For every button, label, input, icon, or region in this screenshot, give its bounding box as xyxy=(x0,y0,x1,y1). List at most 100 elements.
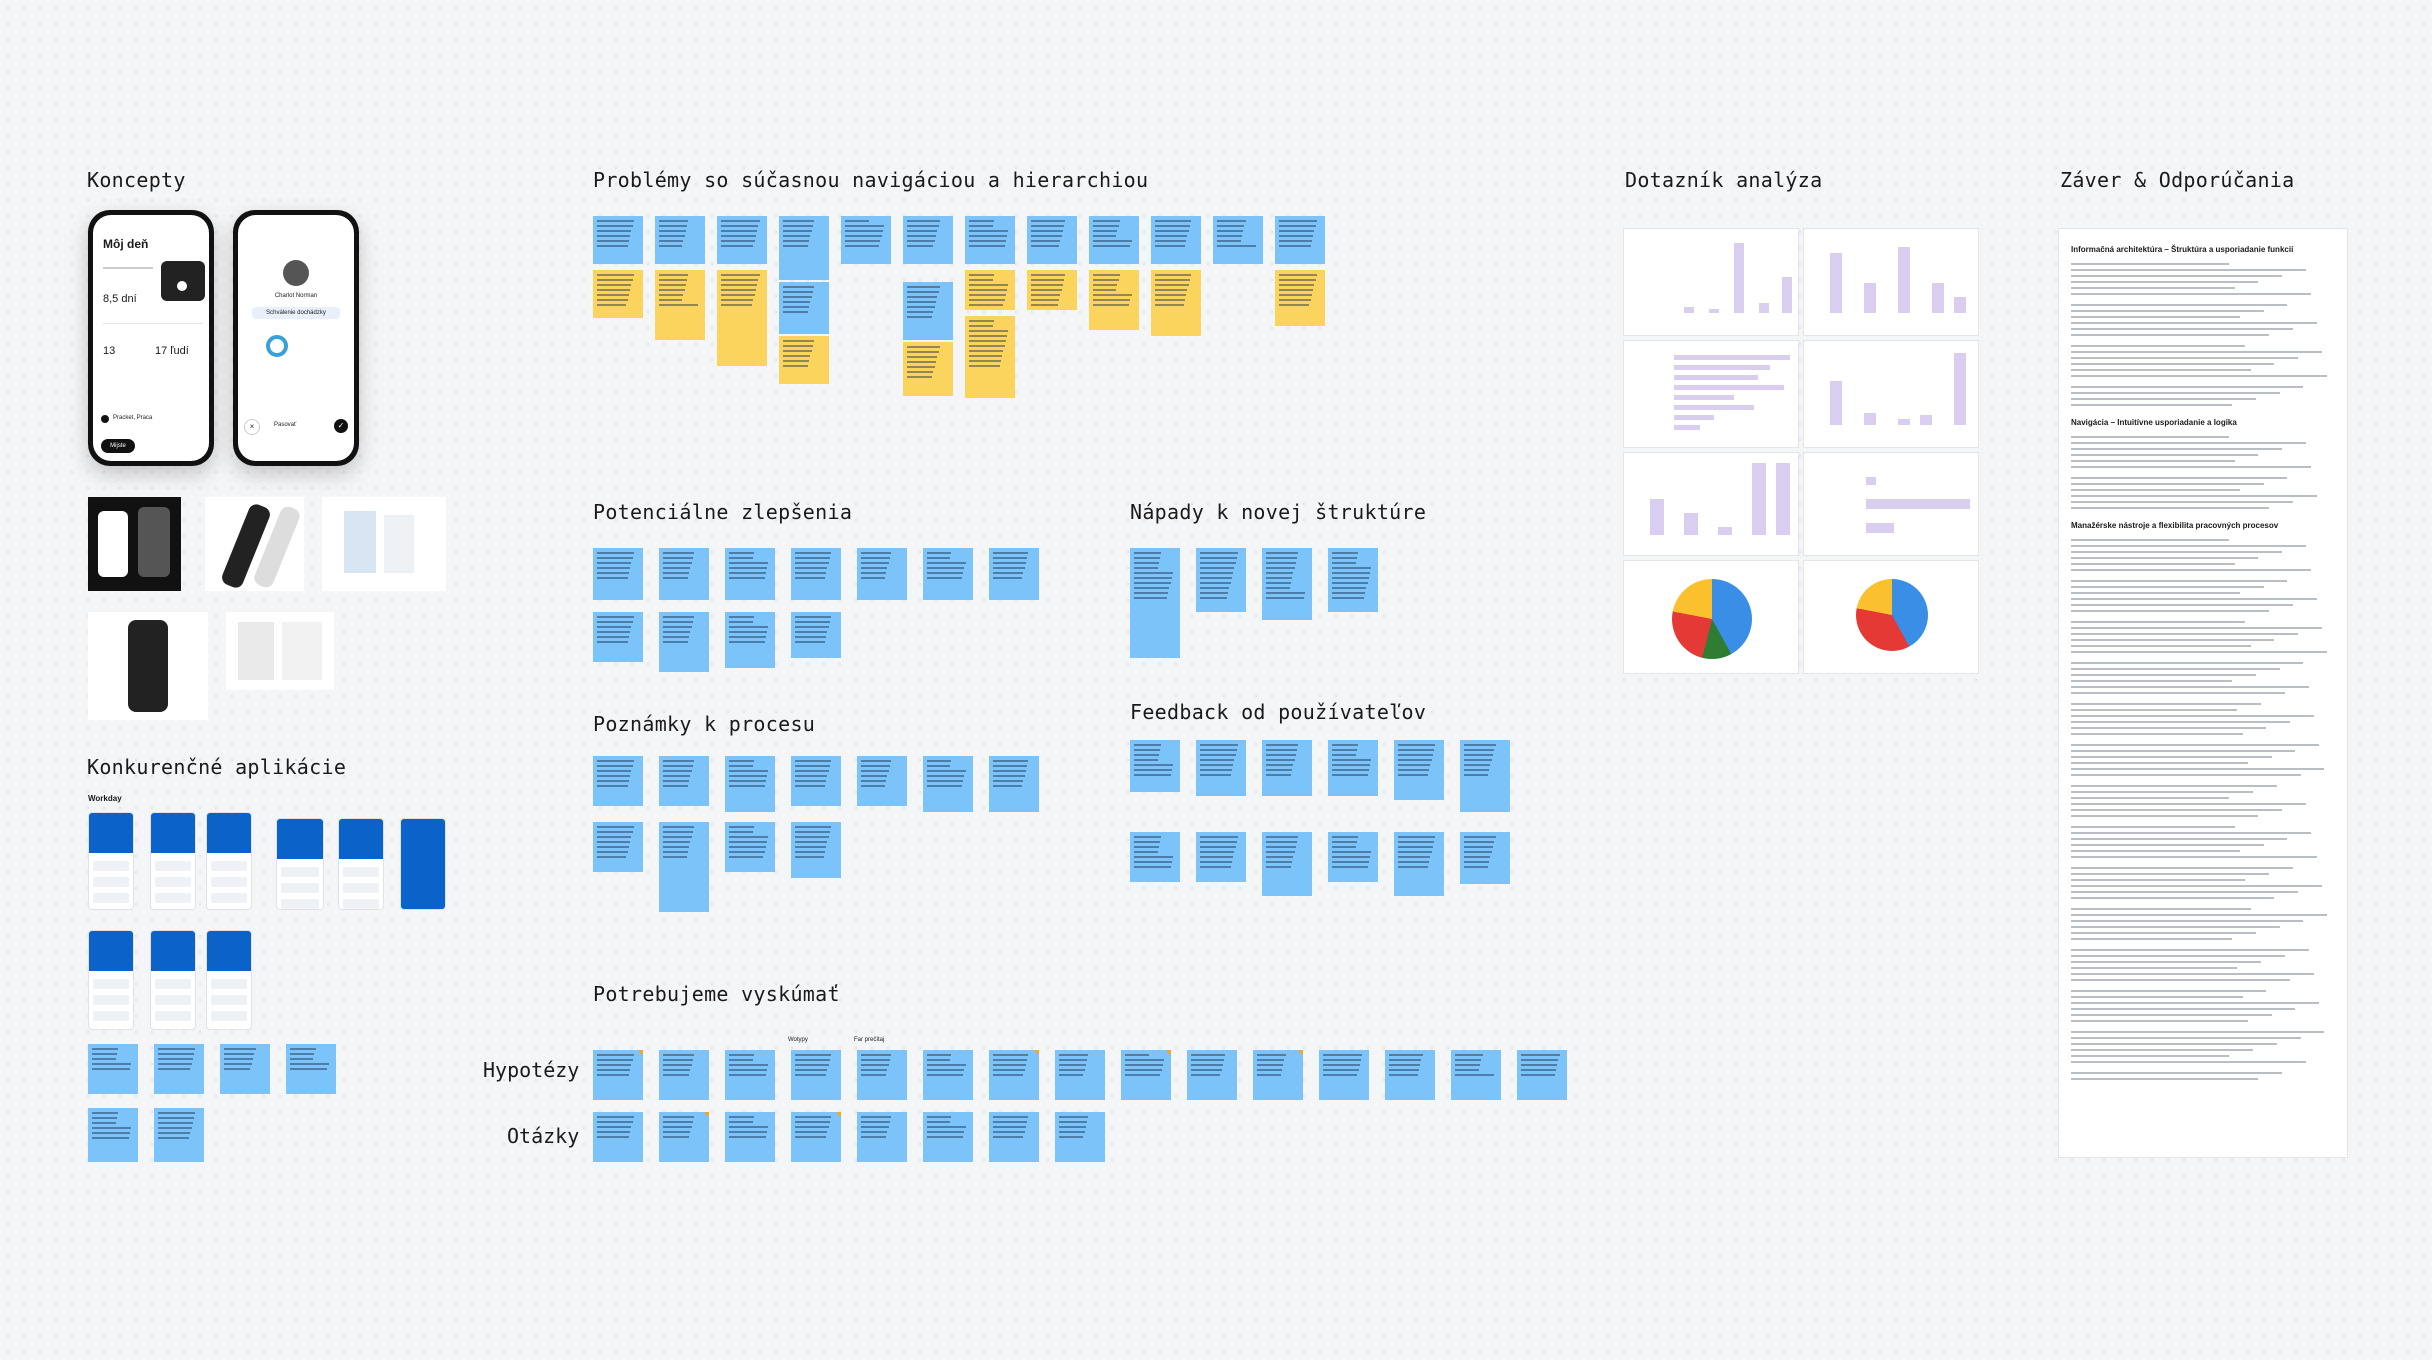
problem-note-yellow[interactable] xyxy=(655,270,705,340)
competitor-screen[interactable] xyxy=(88,812,134,910)
problem-note[interactable] xyxy=(965,216,1015,264)
competitor-screen[interactable] xyxy=(400,818,446,910)
process-note[interactable] xyxy=(593,822,643,872)
improvement-note[interactable] xyxy=(791,612,841,658)
structure-note[interactable] xyxy=(1328,548,1378,612)
structure-note[interactable] xyxy=(1262,548,1312,620)
feedback-note[interactable] xyxy=(1460,740,1510,812)
competitor-note[interactable] xyxy=(88,1044,138,1094)
question-note[interactable] xyxy=(923,1112,973,1162)
survey-chart-5[interactable] xyxy=(1623,452,1799,556)
feedback-note[interactable] xyxy=(1394,740,1444,800)
problem-note-yellow[interactable] xyxy=(965,270,1015,310)
process-note[interactable] xyxy=(791,822,841,878)
hypothesis-note[interactable] xyxy=(989,1050,1039,1100)
survey-chart-4[interactable] xyxy=(1803,340,1979,448)
question-note[interactable] xyxy=(1055,1112,1105,1162)
problem-note-yellow[interactable] xyxy=(1151,270,1201,336)
hypothesis-note[interactable] xyxy=(923,1050,973,1100)
problem-note[interactable] xyxy=(903,216,953,264)
competitor-note[interactable] xyxy=(286,1044,336,1094)
survey-chart-2[interactable] xyxy=(1803,228,1979,336)
feedback-note[interactable] xyxy=(1262,740,1312,796)
problem-note-yellow[interactable] xyxy=(1275,270,1325,326)
feedback-note[interactable] xyxy=(1196,832,1246,882)
concept-thumb-phone[interactable] xyxy=(88,612,208,720)
hypothesis-note[interactable] xyxy=(725,1050,775,1100)
concept-thumb-screens[interactable] xyxy=(226,612,334,690)
process-note[interactable] xyxy=(725,822,775,872)
problem-note-yellow[interactable] xyxy=(717,270,767,366)
problem-note[interactable] xyxy=(779,216,829,280)
competitor-screen[interactable] xyxy=(276,818,324,910)
improvement-note[interactable] xyxy=(593,612,643,662)
process-note[interactable] xyxy=(791,756,841,806)
feedback-note[interactable] xyxy=(1394,832,1444,896)
feedback-note[interactable] xyxy=(1130,832,1180,882)
improvement-note[interactable] xyxy=(659,612,709,672)
hypothesis-note[interactable] xyxy=(593,1050,643,1100)
problem-note[interactable] xyxy=(717,216,767,264)
hypothesis-note[interactable] xyxy=(1121,1050,1171,1100)
survey-pie-2[interactable] xyxy=(1803,560,1979,674)
improvement-note[interactable] xyxy=(923,548,973,600)
competitor-note[interactable] xyxy=(88,1108,138,1162)
competitor-note[interactable] xyxy=(154,1044,204,1094)
feedback-note[interactable] xyxy=(1328,740,1378,796)
hypothesis-note[interactable] xyxy=(1253,1050,1303,1100)
checkin-button[interactable]: Mijste xyxy=(101,439,135,453)
concept-thumb-dark[interactable] xyxy=(88,497,181,591)
structure-note[interactable] xyxy=(1196,548,1246,612)
hypothesis-note[interactable] xyxy=(1055,1050,1105,1100)
hypothesis-note[interactable] xyxy=(1451,1050,1501,1100)
hypothesis-note[interactable] xyxy=(659,1050,709,1100)
concept-thumb-angled[interactable] xyxy=(205,497,304,591)
structure-note[interactable] xyxy=(1130,548,1180,658)
process-note[interactable] xyxy=(857,756,907,806)
feedback-note[interactable] xyxy=(1262,832,1312,896)
process-note[interactable] xyxy=(725,756,775,812)
problem-note[interactable] xyxy=(1151,216,1201,264)
improvement-note[interactable] xyxy=(725,612,775,668)
improvement-note[interactable] xyxy=(791,548,841,600)
concept-phone-dashboard[interactable]: Môj deň 8,5 dní 13 17 ľudí Pracket, Prac… xyxy=(88,210,214,466)
question-note[interactable] xyxy=(593,1112,643,1162)
competitor-screen[interactable] xyxy=(206,812,252,910)
improvement-note[interactable] xyxy=(989,548,1039,600)
improvement-note[interactable] xyxy=(659,548,709,600)
survey-chart-1[interactable] xyxy=(1623,228,1799,336)
close-icon[interactable]: × xyxy=(244,419,260,435)
competitor-screen[interactable] xyxy=(338,818,384,910)
competitor-screen[interactable] xyxy=(88,930,134,1030)
cancel-button[interactable]: Pasovať xyxy=(274,422,297,428)
process-note[interactable] xyxy=(593,756,643,806)
hypothesis-note[interactable] xyxy=(857,1050,907,1100)
hypothesis-note[interactable] xyxy=(1385,1050,1435,1100)
problem-note[interactable] xyxy=(1027,216,1077,264)
hypothesis-note[interactable] xyxy=(1517,1050,1567,1100)
improvement-note[interactable] xyxy=(725,548,775,600)
question-note[interactable] xyxy=(857,1112,907,1162)
feedback-note[interactable] xyxy=(1460,832,1510,884)
process-note[interactable] xyxy=(989,756,1039,812)
hypothesis-note[interactable] xyxy=(1187,1050,1237,1100)
process-note[interactable] xyxy=(923,756,973,812)
feedback-note[interactable] xyxy=(1196,740,1246,796)
competitor-screen[interactable] xyxy=(150,930,196,1030)
feedback-note[interactable] xyxy=(1130,740,1180,792)
competitor-note[interactable] xyxy=(154,1108,204,1162)
improvement-note[interactable] xyxy=(593,548,643,600)
question-note[interactable] xyxy=(791,1112,841,1162)
problem-note[interactable] xyxy=(779,282,829,334)
competitor-note[interactable] xyxy=(220,1044,270,1094)
problem-note-yellow[interactable] xyxy=(1089,270,1139,330)
feedback-note[interactable] xyxy=(1328,832,1378,882)
question-note[interactable] xyxy=(989,1112,1039,1162)
problem-note[interactable] xyxy=(1275,216,1325,264)
process-note[interactable] xyxy=(659,822,709,912)
problem-note[interactable] xyxy=(593,216,643,264)
survey-pie-1[interactable] xyxy=(1623,560,1799,674)
problem-note[interactable] xyxy=(1089,216,1139,264)
question-note[interactable] xyxy=(659,1112,709,1162)
problem-note-yellow[interactable] xyxy=(1027,270,1077,310)
